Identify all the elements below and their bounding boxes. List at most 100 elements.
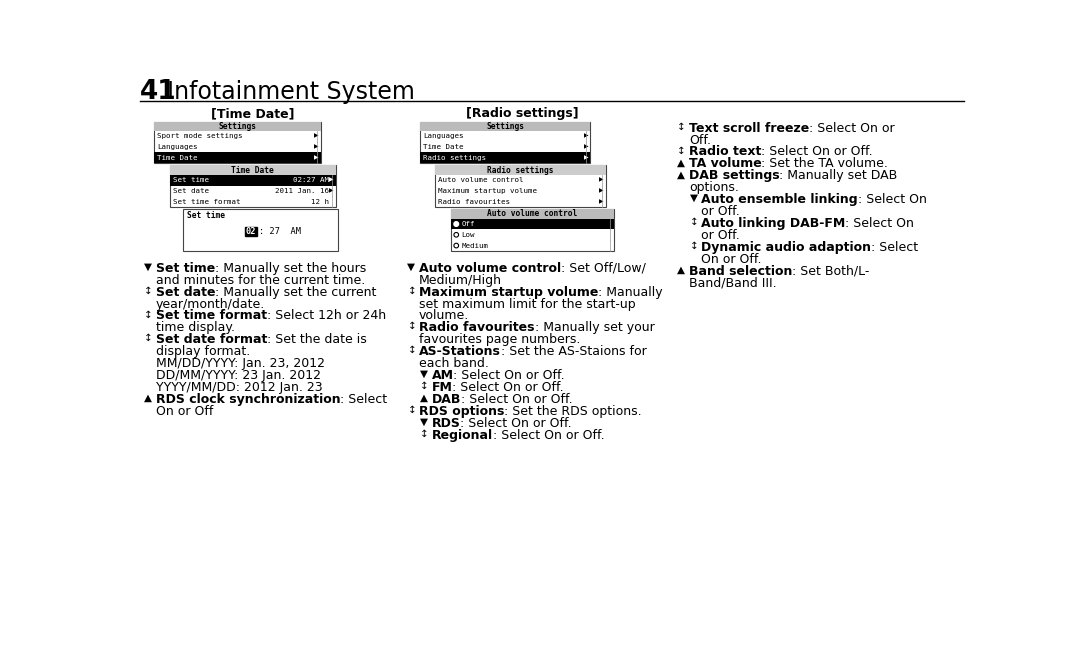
Text: : Select On or Off.: : Select On or Off. [761,145,872,158]
Text: ↕: ↕ [689,241,698,251]
Text: Low: Low [462,232,475,238]
Text: ▶: ▶ [599,199,603,204]
Text: Medium/High: Medium/High [419,273,502,286]
Bar [169,165,336,175]
Text: Set time: Set time [172,177,209,183]
Text: ▶: ▶ [330,188,334,194]
Text: : Set Both/L-: : Set Both/L- [792,265,869,278]
Bar [183,209,338,251]
Text: ▲: ▲ [144,393,152,403]
Text: On or Off.: On or Off. [701,253,761,266]
Text: Auto ensemble linking: Auto ensemble linking [701,193,857,206]
Bar [451,209,614,218]
Text: ▲: ▲ [677,265,685,275]
Bar [435,165,606,175]
Text: Radio favourites: Radio favourites [419,321,534,334]
Text: ↕: ↕ [677,122,686,131]
Text: ▲: ▲ [677,169,685,179]
Text: 02: 02 [246,227,256,236]
Text: ↕: ↕ [144,309,153,320]
Text: : Select 12h or 24h: : Select 12h or 24h [267,309,386,322]
Text: Radio text: Radio text [689,145,761,158]
Text: Time Date: Time Date [423,144,463,150]
Text: time display.: time display. [155,321,235,334]
Bar [435,165,606,207]
Text: or Off.: or Off. [701,205,740,218]
Text: : Manually set your: : Manually set your [534,321,655,334]
Text: Sport mode settings: Sport mode settings [157,133,242,139]
Text: Time Date: Time Date [157,155,197,161]
Text: Languages: Languages [423,133,463,139]
Text: ▶: ▶ [584,133,588,139]
Text: set maximum limit for the start-up: set maximum limit for the start-up [419,298,635,311]
Text: TA volume: TA volume [689,158,761,171]
Text: ↕: ↕ [677,145,686,156]
Text: Set date: Set date [155,286,215,299]
Text: : Select On: : Select On [857,193,926,206]
Bar [420,122,590,131]
Text: ▶: ▶ [599,178,603,182]
Text: : Set Off/Low/: : Set Off/Low/ [561,262,646,275]
Text: Regional: Regional [432,429,492,442]
Text: : Select On or Off.: : Select On or Off. [460,417,572,430]
Text: : Select On or Off.: : Select On or Off. [492,429,604,442]
Text: year/month/date.: year/month/date. [155,298,265,311]
Bar [420,122,590,164]
Bar [244,228,257,236]
Bar [154,122,321,164]
Text: 41: 41 [140,78,177,105]
Text: 12 h: 12 h [311,199,330,205]
Text: Off.: Off. [689,133,711,146]
Text: Infotainment System: Infotainment System [167,80,415,103]
Text: display format.: display format. [155,345,250,358]
Text: Set time: Set time [155,262,214,275]
Text: RDS options: RDS options [419,405,504,418]
Bar [451,218,614,230]
Text: Radio favourites: Radio favourites [438,199,510,205]
Text: DAB: DAB [432,393,461,406]
Text: Maximum startup volume: Maximum startup volume [438,188,537,194]
Text: ▶: ▶ [330,178,334,182]
Bar [420,152,590,164]
Text: or Off.: or Off. [701,229,740,242]
Text: : 27  AM: : 27 AM [260,227,302,236]
Text: : Set the date is: : Set the date is [267,334,366,347]
Text: On or Off: On or Off [155,405,213,418]
Text: YYYY/MM/DD: 2012 Jan. 23: YYYY/MM/DD: 2012 Jan. 23 [155,381,322,394]
Text: ▶: ▶ [599,188,603,194]
Bar [451,209,614,251]
Text: : Manually set DAB: : Manually set DAB [780,169,897,182]
Text: Medium: Medium [462,243,489,249]
Text: ▲: ▲ [677,158,685,167]
Text: : Select On or Off.: : Select On or Off. [452,381,564,394]
Text: ↕: ↕ [407,345,416,355]
Text: : Set the AS-Staions for: : Set the AS-Staions for [501,345,646,358]
Text: Text scroll freeze: Text scroll freeze [689,122,809,135]
Text: Settings: Settings [486,122,524,131]
Bar [154,122,321,131]
Text: options.: options. [689,181,739,194]
Text: each band.: each band. [419,357,489,370]
Text: ▶: ▶ [584,145,588,150]
Text: Dynamic audio adaption: Dynamic audio adaption [701,241,871,254]
Bar [169,165,336,207]
Text: : Manually set the current: : Manually set the current [215,286,377,299]
Text: ↕: ↕ [407,405,416,415]
Text: AM: AM [432,369,453,382]
Text: Set time format: Set time format [155,309,267,322]
Text: MM/DD/YYYY: Jan. 23, 2012: MM/DD/YYYY: Jan. 23, 2012 [155,357,324,370]
Circle shape [453,222,459,226]
Text: Radio settings: Radio settings [423,155,486,161]
Text: ▶: ▶ [584,155,588,160]
Text: ▼: ▼ [407,262,416,272]
Text: volume.: volume. [419,309,470,322]
Text: Settings: Settings [219,122,256,131]
Text: ▼: ▼ [144,262,152,272]
Text: ▼: ▼ [420,417,428,427]
Text: Off: Off [462,221,475,227]
Text: Band selection: Band selection [689,265,792,278]
Text: Set time: Set time [186,211,224,220]
Text: ↕: ↕ [144,286,153,296]
Text: Languages: Languages [157,144,197,150]
Text: : Set the TA volume.: : Set the TA volume. [761,158,889,171]
